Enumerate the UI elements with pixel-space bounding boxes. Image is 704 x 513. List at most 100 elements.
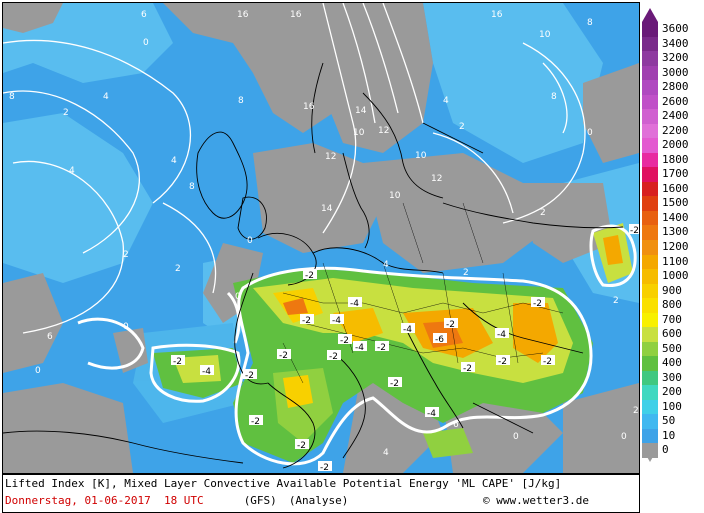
colorbar-label: 700 [662, 312, 682, 326]
li-label: 16 [290, 10, 302, 20]
colorbar-swatch [642, 36, 658, 52]
li-label: 0 [247, 236, 253, 246]
colorbar-entry: 50 [640, 414, 704, 430]
colorbar-swatch [642, 210, 658, 226]
colorbar-label: 3600 [662, 22, 689, 35]
colorbar-entry: 1500 [640, 196, 704, 212]
svg-text:-2: -2 [251, 417, 260, 427]
colorbar-entry: 1600 [640, 181, 704, 197]
colorbar-entry: 1300 [640, 225, 704, 241]
neg-label: -2 [444, 318, 458, 330]
colorbar-swatch [642, 385, 658, 401]
model-name: (GFS) [243, 494, 277, 507]
colorbar-entry: 3600 [640, 22, 704, 38]
li-label: 12 [431, 174, 442, 184]
li-label: 10 [353, 128, 365, 138]
colorbar-label: 2200 [662, 123, 689, 137]
li-label: 0 [513, 432, 519, 442]
svg-text:-2: -2 [320, 463, 329, 473]
svg-text:-2: -2 [302, 316, 311, 326]
colorbar-label: 1000 [662, 269, 689, 283]
li-label: 0 [123, 322, 129, 332]
neg-label: -2 [461, 362, 475, 374]
colorbar-swatch [642, 225, 658, 241]
neg-label: -2 [338, 334, 352, 346]
neg-label: -4 [348, 297, 362, 309]
copyright-text: © www.wetter3.de [483, 494, 589, 507]
lifted-index-contours [3, 3, 586, 334]
colorbar-label: 2000 [662, 138, 689, 152]
neg-label: -2 [375, 341, 389, 353]
colorbar-entry: 1700 [640, 167, 704, 183]
colorbar-label: 1200 [662, 240, 689, 253]
neg-label: -4 [200, 365, 214, 377]
svg-text:-2: -2 [279, 351, 288, 361]
neg-label: -4 [425, 407, 439, 419]
neg-label: -6 [433, 333, 447, 345]
colorbar-label: 1400 [662, 210, 689, 224]
colorbar-label: 1500 [662, 196, 689, 210]
colorbar-swatch [642, 283, 658, 299]
chart-title: Lifted Index [K], Mixed Layer Convective… [5, 477, 562, 490]
li-label: 2 [613, 296, 619, 306]
li-label: 0 [621, 432, 627, 442]
li-label: 0 [143, 38, 149, 48]
colorbar-swatch [642, 65, 658, 81]
colorbar-label: 50 [662, 414, 676, 428]
colorbar-label: 1800 [662, 152, 689, 166]
neg-label: -2 [171, 355, 185, 367]
li-label: 2 [63, 108, 69, 118]
colorbar-entry: 1100 [640, 254, 704, 270]
colorbar-label: 1300 [662, 225, 689, 239]
colorbar-swatch [642, 94, 658, 110]
colorbar-label: 500 [662, 341, 682, 355]
neg-label: -2 [277, 349, 291, 361]
li-label: 2 [459, 122, 465, 132]
colorbar-swatch [642, 51, 658, 67]
colorbar-entry: 1400 [640, 210, 704, 226]
neg-label: -2 [300, 314, 314, 326]
colorbar-label: 400 [662, 356, 682, 370]
neg-label: -2 [541, 355, 555, 367]
colorbar-label: 300 [662, 370, 682, 384]
valid-date: Donnerstag, 01-06-2017 18 UTC [5, 494, 204, 507]
svg-text:-2: -2 [173, 357, 182, 367]
colorbar-entry: 300 [640, 370, 704, 386]
colorbar-label: 600 [662, 327, 682, 341]
colorbar-entry: 200 [640, 385, 704, 401]
zero-li-contour [77, 224, 637, 466]
li-label: 0 [35, 366, 41, 376]
svg-text:-2: -2 [446, 320, 455, 330]
colorbar-swatch [642, 181, 658, 197]
li-label: 10 [415, 151, 427, 161]
colorbar-entry: 2200 [640, 123, 704, 139]
coastlines [3, 62, 624, 469]
li-label: 10 [539, 30, 551, 40]
li-label: 2 [540, 208, 546, 218]
svg-text:-2: -2 [329, 352, 338, 362]
svg-text:-2: -2 [463, 364, 472, 374]
colorbar-swatch [642, 240, 658, 256]
neg-label: -2 [249, 415, 263, 427]
colorbar-label: 3000 [662, 65, 689, 79]
li-label: 8 [189, 182, 195, 192]
colorbar-label: 1600 [662, 181, 689, 195]
li-label: 4 [443, 96, 449, 106]
li-label: 16 [303, 102, 315, 112]
colorbar-entry: 600 [640, 327, 704, 343]
neg-label: -2 [496, 355, 510, 367]
colorbar-swatch [642, 312, 658, 328]
map-panel: 6 16 16 0 2 4 8 4 4 8 16 14 12 10 10 12 … [2, 2, 640, 474]
li-label: 0 [235, 292, 241, 302]
neg-label: -2 [629, 224, 639, 236]
neg-label: -4 [495, 328, 509, 340]
analysis-label: (Analyse) [288, 494, 349, 507]
li-label: 12 [325, 152, 336, 162]
colorbar-label: 1700 [662, 167, 689, 181]
li-label: 16 [491, 10, 503, 20]
li-label: 2 [463, 268, 469, 278]
colorbar-entry: 1000 [640, 269, 704, 285]
li-label: 8 [587, 18, 593, 28]
li-label: 6 [47, 332, 53, 342]
colorbar-legend: 3600 3400 3200 3000 2800 2600 2400 2200 2000 1800… [640, 22, 704, 459]
